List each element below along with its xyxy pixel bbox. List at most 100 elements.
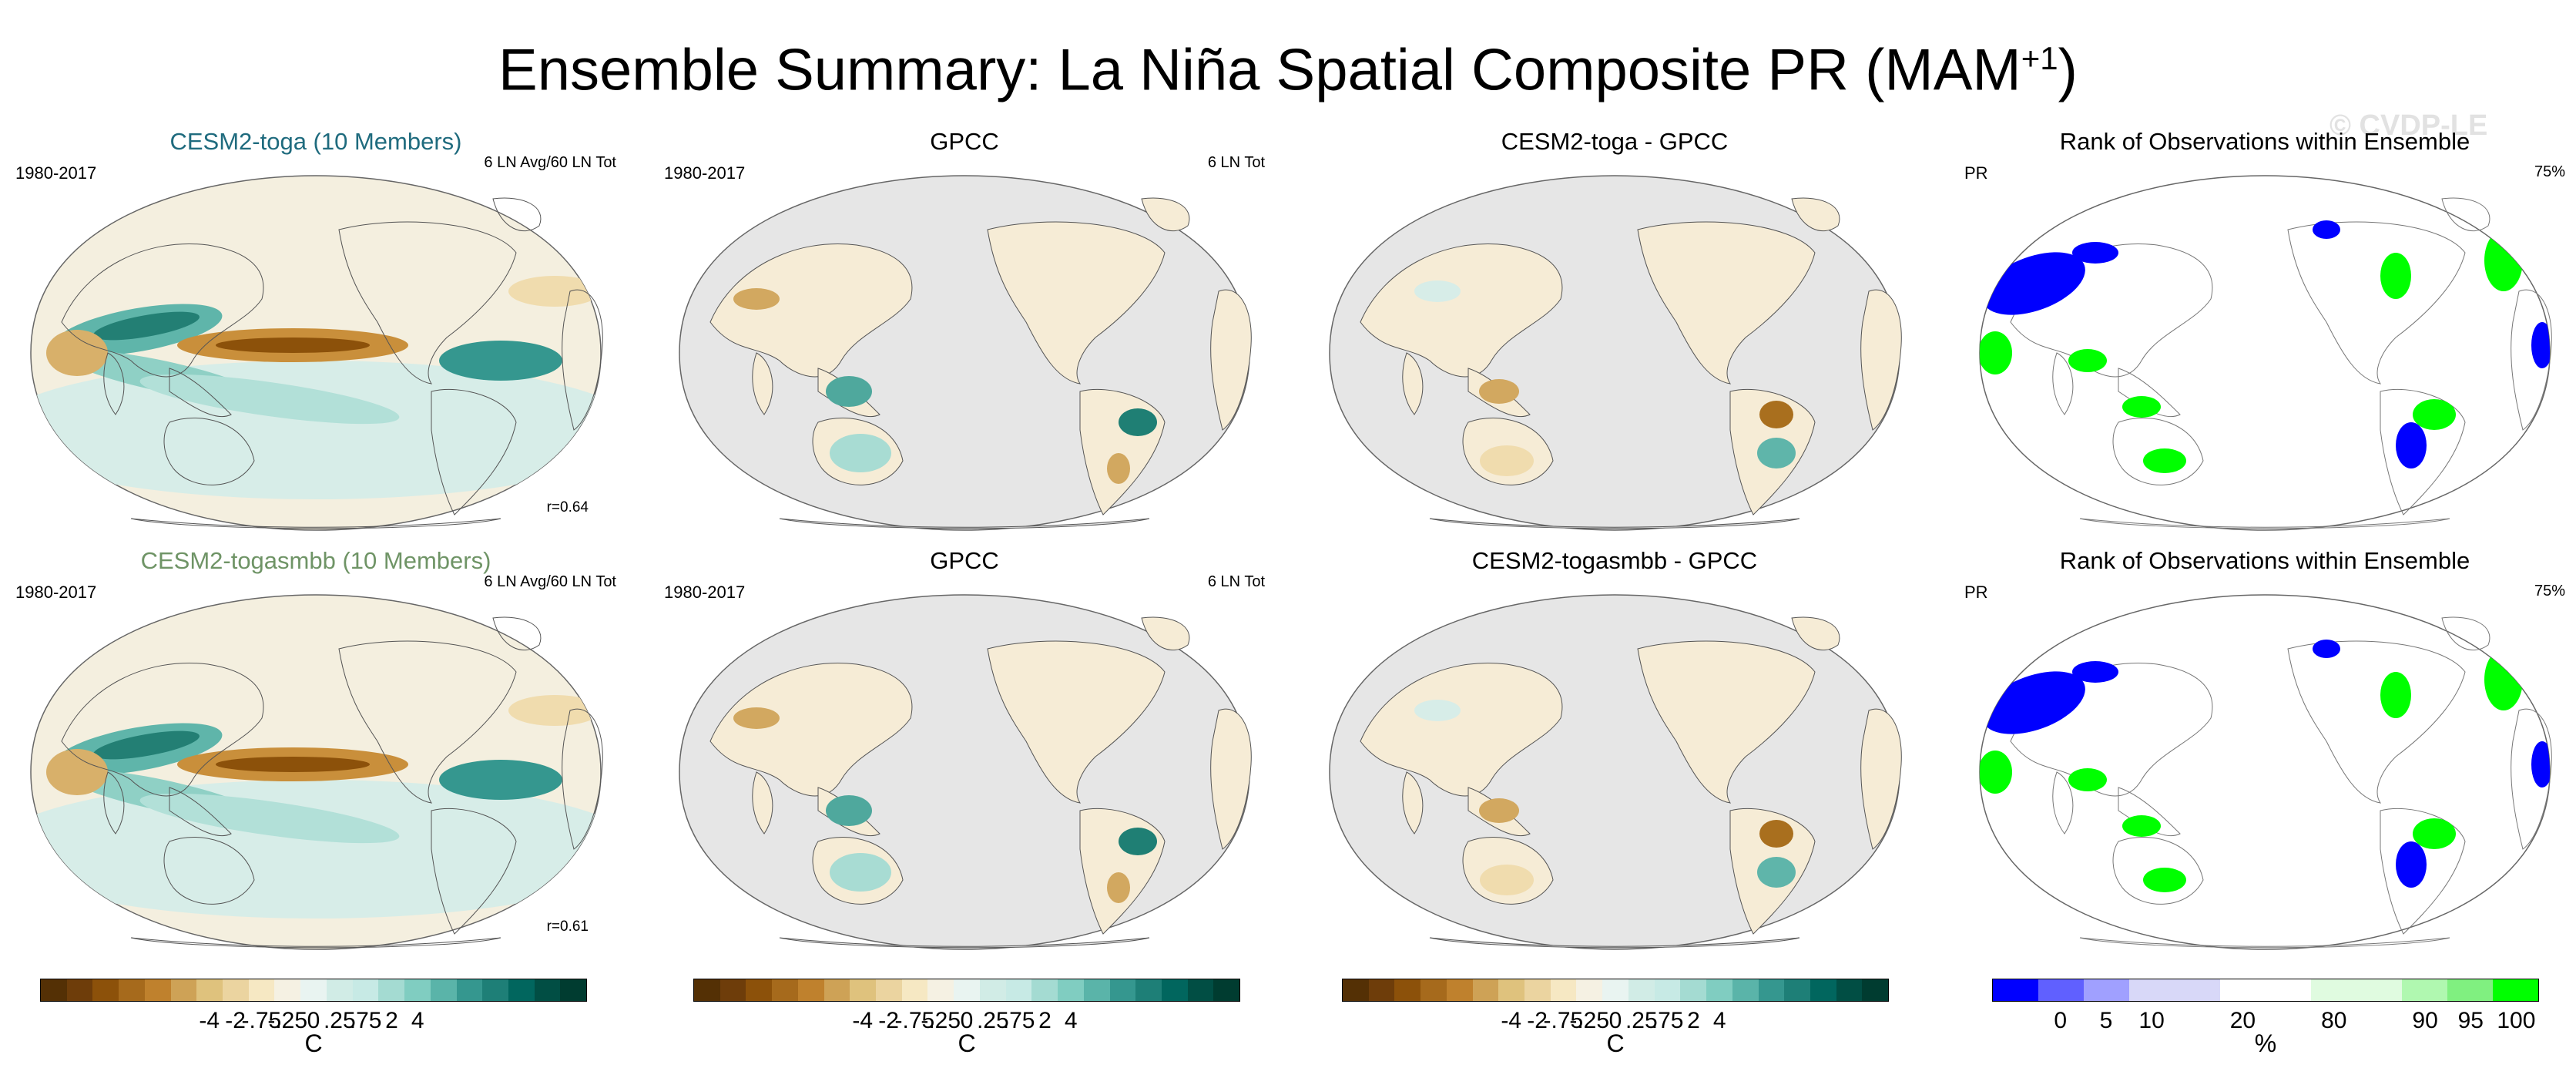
colorbar-cell	[274, 979, 301, 1001]
colorbar-cell	[1732, 979, 1759, 1001]
colorbar-unit-label: %	[2254, 1029, 2277, 1057]
panel-title: CESM2-toga - GPCC	[1501, 128, 1729, 155]
colorbar-obs: -4 -2 -.75 -.25 0.25.75 2 4 C	[693, 979, 1240, 1063]
period-label: 1980-2017	[664, 583, 746, 602]
panel-title: CESM2-togasmbb - GPCC	[1471, 547, 1758, 574]
colorbar-cell	[797, 979, 824, 1001]
colorbar-cell	[352, 979, 379, 1001]
colorbar-tick-label: -.25	[1569, 1008, 1610, 1033]
colorbar-tick-label: 0	[2054, 1008, 2068, 1033]
colorbar-cell	[170, 979, 197, 1001]
panel-title: Rank of Observations within Ensemble	[2059, 128, 2470, 155]
colorbar-cell	[927, 979, 954, 1001]
map-panel-rank-row1: Rank of Observations within Ensemble PR 75…	[1957, 125, 2573, 541]
period-label: 1980-2017	[664, 163, 746, 183]
colorbar-cell	[1602, 979, 1628, 1001]
colorbar-cell	[144, 979, 171, 1001]
colorbar-cell	[92, 979, 119, 1001]
colorbar-cell	[719, 979, 746, 1001]
colorbar-cell	[196, 979, 223, 1001]
colorbar-cell	[2220, 979, 2266, 1001]
map-model	[15, 168, 616, 538]
percent-label: 75%	[2534, 583, 2565, 599]
colorbar-tick-label: -2	[878, 1008, 899, 1033]
colorbar-cell	[2175, 979, 2220, 1001]
map-panel-obs-row2: GPCC 1980-2017 6 LN Tot	[656, 544, 1273, 960]
colorbar-cell	[979, 979, 1006, 1001]
colorbar-cell	[1135, 979, 1162, 1001]
colorbar-tick-label: 95	[2457, 1008, 2484, 1033]
colorbar-cells	[1992, 979, 2539, 1002]
panel-title: CESM2-toga (10 Members)	[169, 128, 462, 155]
colorbar-tick-label: .25	[1625, 1008, 1658, 1033]
map-obs	[664, 168, 1265, 538]
panel-title: CESM2-togasmbb (10 Members)	[140, 547, 491, 574]
colorbar-model: -4 -2 -.75 -.25 0.25.75 2 4 C	[40, 979, 587, 1063]
colorbar-cell	[1187, 979, 1214, 1001]
colorbar-cell	[1472, 979, 1499, 1001]
colorbar-cell	[1161, 979, 1188, 1001]
period-label: 1980-2017	[15, 583, 97, 602]
colorbar-tick-label: 100	[2497, 1008, 2536, 1033]
correlation-label: r=0.61	[546, 918, 589, 935]
map-obs	[664, 587, 1265, 957]
colorbar-tick-label: 0	[1608, 1008, 1622, 1033]
colorbar-cell	[1498, 979, 1525, 1001]
colorbar-cell	[1343, 979, 1369, 1001]
colorbar-cells	[40, 979, 587, 1002]
colorbar-tick-label: .25	[976, 1008, 1009, 1033]
colorbar-cell	[901, 979, 928, 1001]
map-panel-model-row1: CESM2-toga (10 Members) 1980-2017 6 LN Avg…	[8, 125, 624, 541]
colorbar-cell	[66, 979, 93, 1001]
colorbar-cell	[1446, 979, 1473, 1001]
colorbar-cell	[534, 979, 561, 1001]
colorbar-cell	[2402, 979, 2447, 1001]
colorbar-tick-label: 4	[411, 1008, 424, 1033]
colorbar-cell	[1394, 979, 1421, 1001]
colorbar-tick-label: 5	[2099, 1008, 2113, 1033]
colorbar-tick-label: -.75	[894, 1008, 935, 1033]
colorbar-cell	[404, 979, 431, 1001]
colorbar-cell	[508, 979, 535, 1001]
map-panel-model-row2: CESM2-togasmbb (10 Members) 1980-2017 6 LN…	[8, 544, 624, 960]
colorbar-cell	[772, 979, 798, 1001]
colorbar-cell	[1524, 979, 1551, 1001]
colorbar-cell	[850, 979, 877, 1001]
colorbar-cell	[223, 979, 249, 1001]
map-panel-obs-row1: GPCC 1980-2017 6 LN Tot	[656, 125, 1273, 541]
colorbar-cell	[694, 979, 720, 1001]
percent-label: 75%	[2534, 163, 2565, 180]
map-panel-diff-row2: CESM2-togasmbb - GPCC	[1306, 544, 1923, 960]
map-diff	[1314, 168, 1915, 538]
colorbar-tick-label: -.75	[241, 1008, 282, 1033]
colorbar-tick-label: .75	[1651, 1008, 1684, 1033]
colorbar-tick-label: 0	[960, 1008, 974, 1033]
colorbar-cell	[248, 979, 275, 1001]
colorbar-tick-label: 20	[2229, 1008, 2256, 1033]
colorbar-cell	[1213, 979, 1240, 1001]
colorbar-tick-label: 0	[307, 1008, 320, 1033]
colorbar-cell	[1005, 979, 1032, 1001]
colorbar-cell	[2129, 979, 2175, 1001]
panel-title: GPCC	[930, 128, 999, 155]
colorbar-cell	[823, 979, 850, 1001]
colorbar-rank: 0 5 10 20 80 90 95 100%	[1992, 979, 2539, 1063]
colorbar-cell	[1058, 979, 1084, 1001]
colorbar-tick-label: -4	[199, 1008, 220, 1033]
colorbar-cell	[2266, 979, 2311, 1001]
colorbar-cell	[1836, 979, 1863, 1001]
colorbar-tick-label: 10	[2138, 1008, 2165, 1033]
colorbar-cell	[41, 979, 67, 1001]
period-label: 1980-2017	[15, 163, 97, 183]
colorbar-cell	[1628, 979, 1655, 1001]
map-panel-diff-row1: CESM2-toga - GPCC	[1306, 125, 1923, 541]
colorbar-tick-label: -2	[1527, 1008, 1548, 1033]
colorbar-cell	[300, 979, 327, 1001]
colorbar-cell	[482, 979, 508, 1001]
event-count-label: 6 LN Tot	[1207, 573, 1265, 590]
variable-label: PR	[1964, 583, 1988, 602]
watermark: © CVDP-LE	[2329, 109, 2488, 142]
colorbar-tick-label: 80	[2321, 1008, 2347, 1033]
colorbar-tick-label: 2	[385, 1008, 398, 1033]
colorbar-tick-label: 2	[1038, 1008, 1052, 1033]
